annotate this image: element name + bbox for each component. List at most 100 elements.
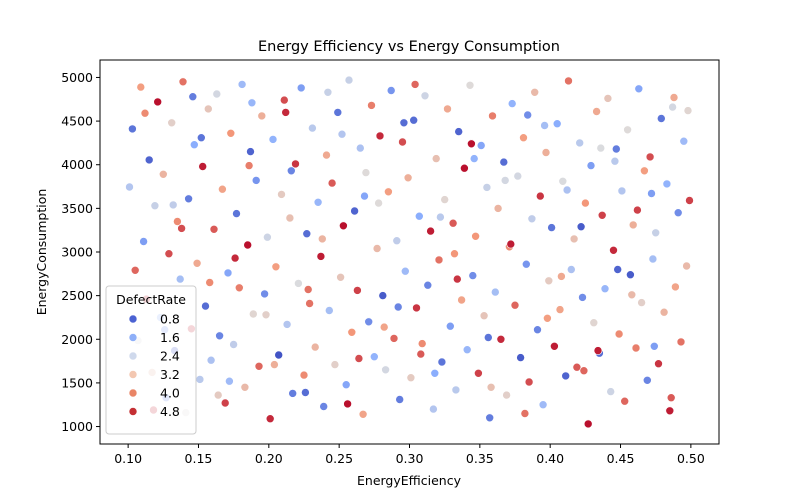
data-point	[392, 236, 402, 245]
data-point	[341, 380, 351, 390]
data-point	[417, 339, 427, 348]
data-point	[460, 163, 469, 173]
data-point	[215, 331, 224, 341]
data-point	[485, 413, 495, 423]
data-point	[593, 346, 603, 355]
data-point	[226, 129, 236, 138]
x-tick-label: 0.50	[677, 451, 705, 466]
data-point	[596, 143, 606, 153]
x-tick-label: 0.10	[114, 451, 142, 466]
data-point	[662, 179, 672, 189]
y-axis-label: EnergyConsumption	[34, 189, 49, 316]
data-point	[257, 111, 267, 121]
data-point	[535, 191, 545, 201]
data-point	[426, 226, 435, 236]
data-point	[579, 366, 589, 376]
data-point	[434, 255, 444, 265]
data-point	[665, 406, 675, 416]
data-point	[303, 285, 313, 294]
x-axis: 0.10 0.15 0.20 0.25 0.30 0.35 0.40 0.45 0.50	[114, 444, 705, 466]
data-point	[412, 303, 421, 313]
legend-marker	[128, 388, 138, 398]
data-point	[212, 89, 222, 99]
data-point	[626, 270, 635, 280]
data-point	[440, 195, 450, 204]
x-tick-label: 0.20	[255, 451, 283, 466]
data-point	[175, 274, 185, 284]
data-point	[177, 224, 186, 233]
data-point	[285, 213, 295, 223]
data-point	[562, 185, 572, 195]
data-point	[323, 88, 333, 97]
data-point	[482, 183, 492, 192]
data-point	[197, 133, 206, 142]
data-point	[327, 178, 337, 188]
legend-marker	[128, 407, 138, 416]
data-point	[206, 355, 216, 365]
data-point	[361, 168, 371, 177]
data-point	[524, 377, 534, 387]
x-tick-label: 0.25	[325, 451, 353, 466]
data-point	[631, 343, 641, 353]
data-point	[490, 287, 500, 297]
data-point	[479, 311, 489, 321]
data-point	[302, 229, 312, 238]
data-point	[294, 279, 303, 288]
data-point	[350, 206, 359, 216]
data-point	[218, 184, 227, 194]
x-tick-label: 0.30	[396, 451, 424, 466]
data-point	[299, 370, 309, 380]
data-point	[430, 368, 440, 378]
data-point	[558, 177, 568, 186]
data-point	[633, 205, 642, 215]
data-point	[271, 262, 281, 272]
data-point	[617, 186, 627, 196]
data-point	[462, 345, 472, 355]
data-point	[467, 139, 476, 149]
data-point	[389, 334, 399, 343]
data-point	[550, 341, 559, 351]
data-point	[378, 291, 388, 300]
data-point	[541, 148, 551, 157]
points-layer	[125, 75, 694, 429]
data-point	[523, 110, 533, 120]
data-point	[543, 313, 552, 323]
data-point	[195, 375, 205, 384]
data-point	[436, 212, 445, 222]
data-point	[125, 182, 134, 192]
data-point	[654, 359, 663, 369]
data-point	[353, 286, 362, 295]
x-tick-label: 0.15	[185, 451, 213, 466]
data-point	[403, 173, 413, 183]
data-point	[399, 118, 409, 128]
y-tick-label: 2000	[61, 332, 93, 347]
data-point	[406, 373, 416, 383]
data-point	[190, 140, 199, 149]
data-point	[669, 93, 679, 102]
data-point	[634, 84, 644, 94]
data-point	[322, 150, 331, 160]
data-point	[527, 214, 537, 224]
data-point	[507, 99, 517, 108]
data-point	[310, 342, 320, 352]
legend-marker	[128, 314, 138, 324]
data-point	[647, 189, 656, 198]
legend: DefectRate 0.8 1.6 2.4 3.2 4.0 4.8	[105, 285, 197, 435]
data-point	[500, 176, 510, 185]
data-point	[188, 92, 198, 101]
data-point	[448, 218, 458, 228]
data-point	[398, 137, 407, 147]
data-point	[496, 334, 506, 344]
data-point	[173, 217, 182, 226]
data-point	[159, 170, 168, 179]
data-point	[603, 94, 613, 103]
data-point	[360, 191, 369, 201]
data-point	[386, 86, 396, 95]
data-point	[586, 161, 596, 170]
data-point	[374, 198, 383, 208]
data-point	[581, 198, 590, 208]
y-tick-label: 5000	[61, 70, 93, 85]
data-point	[204, 104, 213, 114]
data-point	[468, 271, 478, 280]
data-point	[613, 265, 623, 274]
